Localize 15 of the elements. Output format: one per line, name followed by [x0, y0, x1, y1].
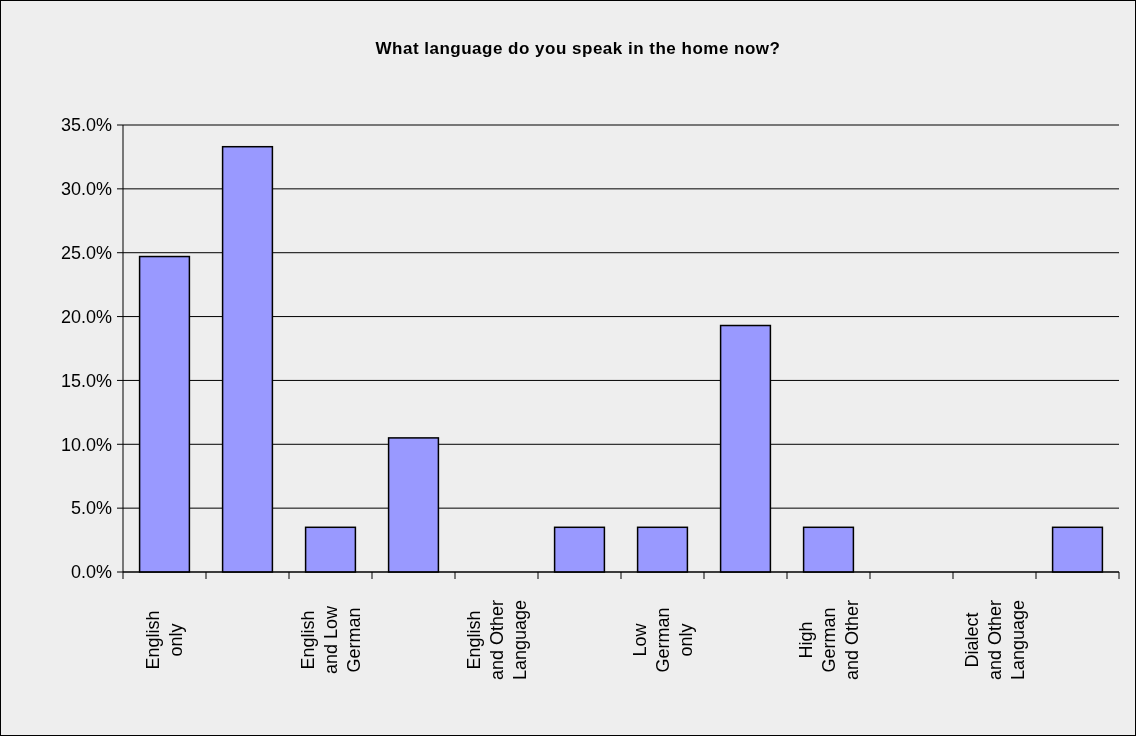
y-tick-label: 35.0%: [60, 115, 112, 136]
y-tick-label: 0.0%: [70, 562, 112, 583]
x-tick-label: English and Low German: [297, 604, 364, 675]
y-tick-label: 10.0%: [60, 434, 112, 455]
y-tick-label: 20.0%: [60, 306, 112, 327]
y-tick-label: 5.0%: [70, 498, 112, 519]
y-tick-label: 25.0%: [60, 243, 112, 264]
x-tick-label: High German and Other: [795, 599, 862, 681]
y-tick-label: 30.0%: [60, 179, 112, 200]
y-tick-label: 15.0%: [60, 370, 112, 391]
x-tick-label: Dialect and Other Language: [961, 599, 1028, 681]
x-tick-label: English and Other Language: [463, 599, 530, 681]
x-tick-label: Low German only: [629, 607, 696, 673]
chart-title: What language do you speak in the home now?: [375, 39, 781, 58]
x-tick-label: English only: [143, 610, 187, 670]
